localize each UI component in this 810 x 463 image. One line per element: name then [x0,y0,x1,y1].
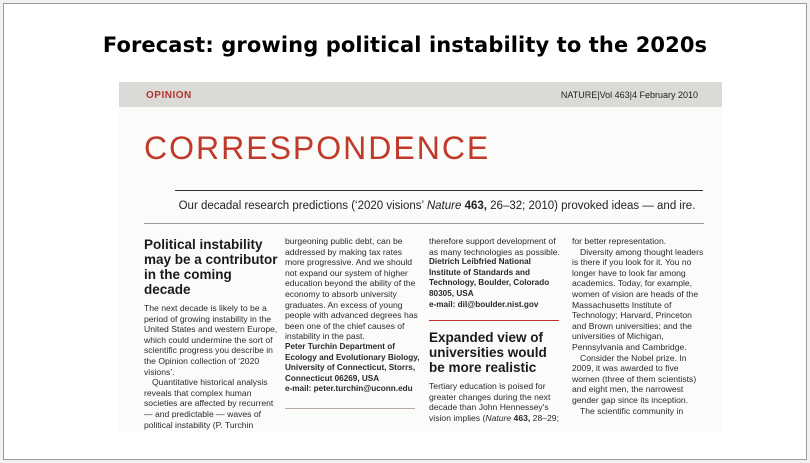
author-affiliation: Department of Ecology and Evolutionary B… [285,341,420,383]
col3-p2-post: 28–29; [530,412,559,423]
col3-p2-volume: 463, [511,412,531,423]
strap-volume: 463, [464,200,487,212]
column-2: burgeoning public debt, can be addressed… [285,236,420,409]
header-band [119,82,722,107]
col2-signature: Peter Turchin Department of Ecology and … [285,342,420,384]
col2-divider [285,407,415,409]
col3-paragraph-2: Tertiary education is poised for greater… [429,381,564,423]
col3-p2-journal: Nature [485,412,512,423]
col3-paragraph-1: therefore support development of as many… [429,236,560,257]
strap-journal: Nature [426,200,462,212]
col2-email: e-mail: peter.turchin@uconn.edu [285,384,413,394]
col4-paragraph-2: Diversity among thought leaders is there… [572,246,704,352]
col1-paragraph-1: The next decade is likely to be a period… [144,303,278,377]
col2-paragraph-1: burgeoning public debt, can be addressed… [285,236,418,342]
letter-headline-political: Political instability may be a contribut… [144,237,278,297]
column-4: for better representation. Diversity amo… [572,236,707,416]
strap-text-post: 26–32; 2010) provoked ideas — and ire. [486,200,696,212]
correspondence-heading: CORRESPONDENCE [144,130,491,166]
col1-paragraph-2: Quantitative historical analysis reveals… [144,377,274,430]
col3-p2-pre: Tertiary education is poised for greater… [429,381,551,423]
column-1: Political instability may be a contribut… [144,237,279,430]
divider-bottom [144,223,704,224]
issue-info: NATURE|Vol 463|4 February 2010 [560,90,698,100]
journal-clipping: OPINION NATURE|Vol 463|4 February 2010 C… [119,82,722,432]
divider-top [175,190,703,191]
strapline: Our decadal research predictions (‘2020 … [167,200,707,212]
strap-text-pre: Our decadal research predictions (‘2020 … [178,200,427,212]
col3-email: e-mail: dil@boulder.nist.gov [429,299,539,309]
author-name: Peter Turchin [285,341,338,351]
col4-paragraph-1: for better representation. [572,236,667,246]
section-label: OPINION [146,90,192,101]
letter-headline-universities: Expanded view of universities would be m… [429,330,547,376]
col3-divider [429,320,559,322]
col4-paragraph-3: Consider the Nobel prize. In 2009, it wa… [572,352,697,405]
slide-title: Forecast: growing political instability … [102,33,708,57]
col3-signature: Dietrich Leibfried National Institute of… [429,257,550,298]
slide-frame: Forecast: growing political instability … [3,3,807,460]
col4-paragraph-4: The scientific community in [580,405,684,416]
column-3: therefore support development of as many… [429,236,564,424]
